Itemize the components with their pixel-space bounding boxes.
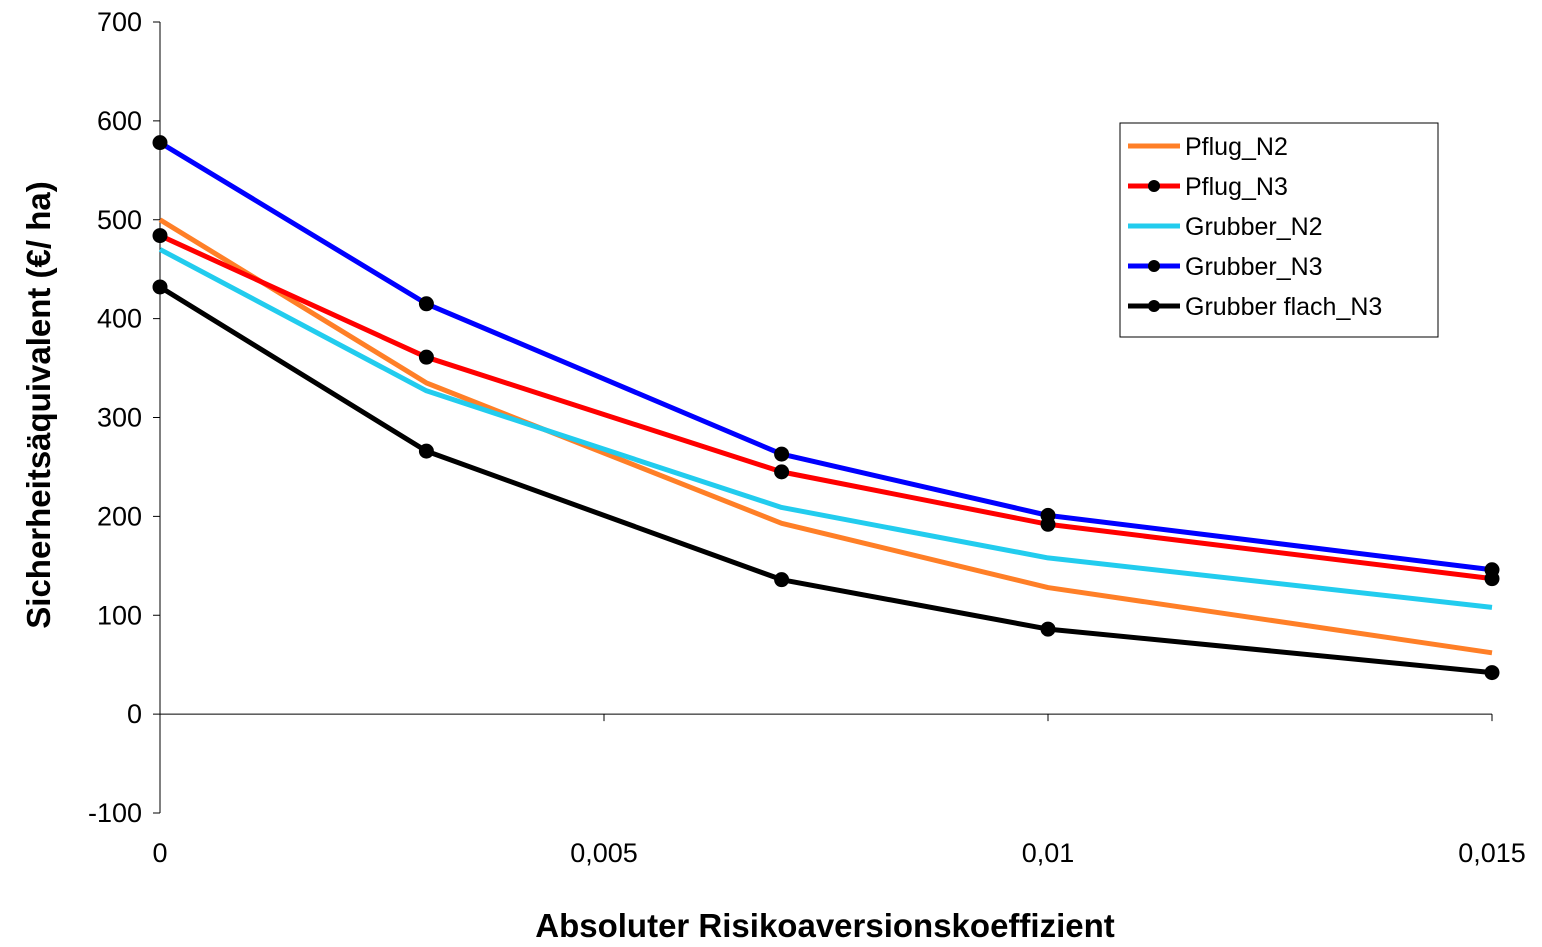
- y-axis-ticks: -100 0 100 200 300 400 500 600 700: [88, 7, 160, 828]
- x-tick-label: 0,015: [1458, 838, 1526, 868]
- legend-item: Pflug_N3: [1128, 173, 1288, 201]
- y-tick-label: 400: [97, 304, 142, 334]
- legend-label: Grubber flach_N3: [1185, 293, 1382, 321]
- y-tick-label: 500: [97, 205, 142, 235]
- legend-item: Pflug_N2: [1128, 133, 1288, 161]
- data-point: [152, 228, 168, 244]
- legend-item: Grubber_N3: [1128, 253, 1323, 281]
- data-point: [774, 572, 790, 588]
- legend-label: Grubber_N3: [1185, 253, 1323, 281]
- data-point: [1484, 562, 1500, 578]
- series-layer: [152, 135, 1500, 681]
- legend-marker: [1148, 180, 1160, 192]
- x-tick-label: 0,01: [1022, 838, 1075, 868]
- legend-item: Grubber flach_N3: [1128, 293, 1382, 321]
- legend-box: [1119, 122, 1439, 338]
- data-point: [418, 296, 434, 312]
- legend-marker: [1148, 260, 1160, 272]
- legend-item: Grubber_N2: [1128, 213, 1323, 241]
- series-line: [158, 217, 1493, 656]
- series-pflug-n2: [158, 217, 1493, 656]
- data-point: [1484, 665, 1500, 681]
- data-point: [418, 443, 434, 459]
- data-point: [1040, 507, 1056, 523]
- data-point: [774, 446, 790, 462]
- data-point: [1040, 621, 1056, 637]
- y-tick-label: -100: [88, 798, 142, 828]
- legend-label: Pflug_N3: [1185, 173, 1288, 201]
- y-tick-label: 300: [97, 403, 142, 433]
- data-point: [774, 464, 790, 480]
- y-tick-label: 700: [97, 7, 142, 37]
- x-axis-title: Absoluter Risikoaversionskoeffizient: [535, 907, 1114, 944]
- series-grubber-flach-n3: [152, 279, 1500, 681]
- y-axis-title: Sicherheitsäquivalent (€/ ha): [20, 181, 57, 628]
- legend-marker: [1148, 300, 1160, 312]
- legend-label: Grubber_N2: [1185, 213, 1323, 241]
- y-tick-label: 600: [97, 106, 142, 136]
- x-axis-ticks: 0 0,005 0,01 0,015: [152, 714, 1526, 868]
- series-line: [158, 247, 1493, 610]
- y-tick-label: 100: [97, 600, 142, 630]
- x-tick-label: 0: [152, 838, 167, 868]
- series-grubber-n2: [158, 247, 1493, 610]
- y-tick-label: 0: [127, 699, 142, 729]
- legend-label: Pflug_N2: [1185, 133, 1288, 161]
- x-tick-label: 0,005: [570, 838, 638, 868]
- data-point: [418, 349, 434, 365]
- data-point: [152, 135, 168, 151]
- data-point: [152, 279, 168, 295]
- series-grubber-n3: [152, 135, 1500, 578]
- y-tick-label: 200: [97, 501, 142, 531]
- series-pflug-n3: [152, 228, 1500, 587]
- legend: Pflug_N2 Pflug_N3 Grubber_N2 Grubber_N3 Grub…: [1119, 122, 1439, 338]
